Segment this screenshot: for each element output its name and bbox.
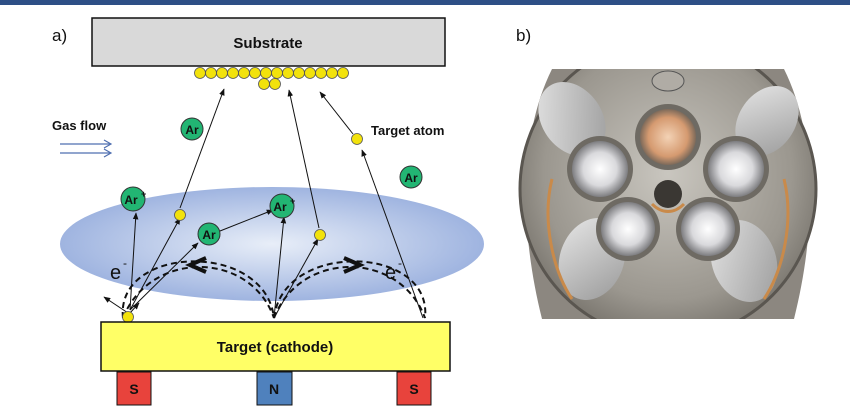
magnet-n-center [256, 371, 293, 406]
svg-text:Ar: Ar [404, 171, 418, 185]
target-atom [174, 209, 186, 221]
magnet-s-right-label: S [409, 381, 418, 397]
electron-charge-left: - [123, 256, 127, 270]
panel-a-label: a) [52, 26, 68, 45]
argon-ion: Ar + [120, 186, 146, 212]
magnet-n-center-label: N [269, 381, 279, 397]
target-atom-label: Target atom [371, 123, 444, 138]
plasma-cloud [60, 187, 484, 301]
svg-text:Ar: Ar [185, 123, 199, 137]
electron-arrow-right [343, 256, 365, 274]
electron-charge-right: - [398, 256, 402, 270]
argon-atom: Ar [180, 117, 204, 141]
svg-text:+: + [141, 189, 146, 199]
electron-label-right: e [385, 262, 396, 284]
particle-trajectories [103, 88, 424, 319]
argon-ion: Ar + [269, 193, 295, 219]
gas-flow-arrows [60, 139, 113, 158]
svg-text:+: + [290, 196, 295, 206]
svg-text:Ar: Ar [202, 228, 216, 242]
electron-label-left: e [110, 262, 121, 284]
sputter-chamber-photo [512, 69, 824, 319]
target-atom [314, 229, 326, 241]
svg-text:Ar: Ar [124, 193, 138, 207]
target-cathode [100, 321, 451, 372]
substrate-label: Substrate [233, 35, 302, 52]
header-bar [0, 0, 850, 5]
target-atom [122, 311, 134, 323]
magnet-s-right [396, 371, 432, 406]
argon-atom: Ar [197, 222, 221, 246]
magnet-s-left [116, 371, 152, 406]
target-atom [351, 133, 363, 145]
electron-arrow-left [185, 256, 207, 274]
panel-b-label: b) [516, 26, 532, 45]
deposited-atoms [194, 67, 349, 90]
magnet-s-left-label: S [129, 381, 138, 397]
gas-flow-label: Gas flow [52, 118, 107, 133]
substrate-block [91, 17, 446, 67]
target-label: Target (cathode) [217, 339, 333, 356]
argon-atom: Ar [399, 165, 423, 189]
svg-text:Ar: Ar [273, 200, 287, 214]
magnetic-field-loops [121, 260, 427, 319]
